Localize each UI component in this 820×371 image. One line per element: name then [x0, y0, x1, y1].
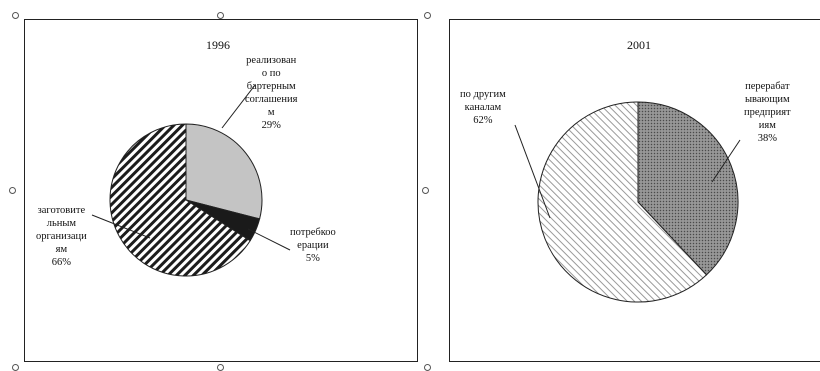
- slice-label: потребкоо ерации 5%: [290, 227, 336, 264]
- chart-title: 2001: [627, 38, 651, 52]
- slice-label: перерабат ывающим предприят иям 38%: [744, 81, 791, 144]
- chart-title: 1996: [206, 38, 230, 52]
- resize-handle[interactable]: [9, 187, 16, 194]
- resize-handle[interactable]: [12, 12, 19, 19]
- resize-handle[interactable]: [422, 187, 429, 194]
- chart-1996[interactable]: [24, 19, 418, 362]
- slice-label: по другим каналам 62%: [460, 89, 506, 126]
- resize-handle[interactable]: [424, 12, 431, 19]
- resize-handle[interactable]: [217, 364, 224, 371]
- resize-handle[interactable]: [424, 364, 431, 371]
- slice-label: реализован о по бартерным соглашения м 2…: [245, 55, 298, 131]
- resize-handle[interactable]: [12, 364, 19, 371]
- slice-label: заготовите льным организаци ям 66%: [36, 205, 87, 268]
- chart-2001[interactable]: [449, 19, 820, 362]
- resize-handle[interactable]: [217, 12, 224, 19]
